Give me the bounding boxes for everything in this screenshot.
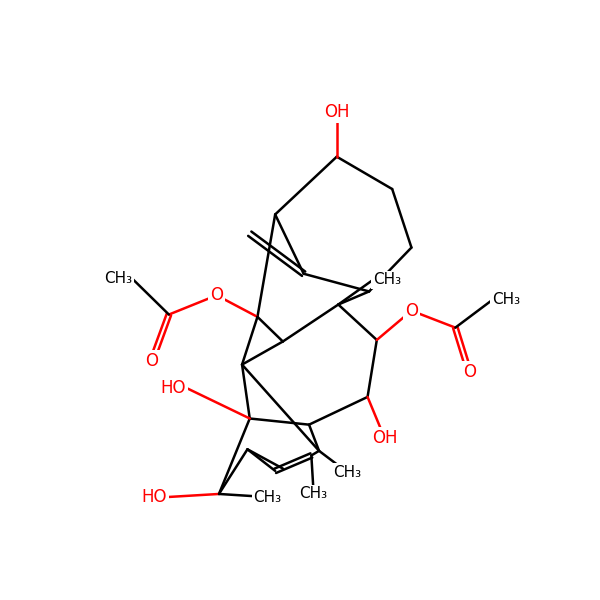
Text: O: O: [210, 286, 223, 304]
Text: CH₃: CH₃: [299, 487, 328, 502]
Text: CH₃: CH₃: [493, 292, 520, 307]
Text: OH: OH: [372, 429, 397, 447]
Text: HO: HO: [160, 379, 186, 397]
Text: OH: OH: [324, 103, 350, 121]
Text: CH₃: CH₃: [334, 465, 362, 480]
Text: CH₃: CH₃: [104, 271, 132, 286]
Text: CH₃: CH₃: [373, 272, 401, 287]
Text: CH₃: CH₃: [253, 490, 281, 505]
Text: HO: HO: [142, 488, 167, 506]
Text: O: O: [405, 302, 418, 320]
Text: O: O: [463, 363, 476, 382]
Text: O: O: [145, 352, 158, 370]
